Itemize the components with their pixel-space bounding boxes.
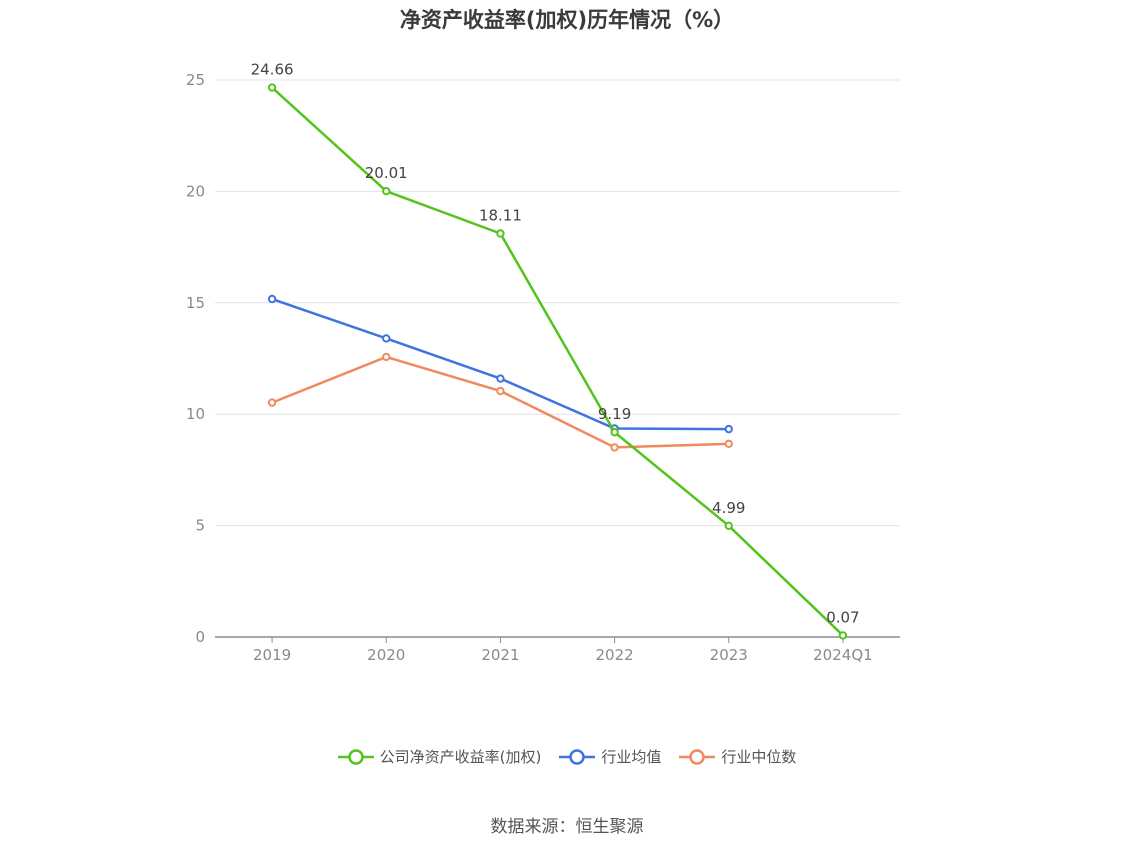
data-point	[496, 374, 505, 383]
legend: 公司净资产收益率(加权) 行业均值 行业中位数	[0, 746, 1134, 767]
x-tick-label: 2019	[253, 646, 291, 664]
y-tick-label: 5	[195, 517, 205, 535]
data-label: 0.07	[826, 608, 859, 626]
data-label: 4.99	[712, 499, 745, 517]
x-tick-label: 2021	[481, 646, 519, 664]
y-tick-label: 20	[186, 182, 205, 200]
y-tick-label: 25	[186, 71, 205, 89]
data-label: 20.01	[365, 164, 408, 182]
data-point	[267, 398, 277, 407]
data-point	[382, 352, 391, 362]
axes: 0 5 10 15 20 25 2019 2020 2021 2022 2023 2024Q1	[186, 71, 900, 664]
data-point	[267, 294, 277, 304]
data-point	[724, 439, 733, 449]
x-tick-label: 2020	[367, 646, 405, 664]
legend-label: 行业均值	[601, 748, 662, 766]
data-point	[496, 386, 505, 396]
series-line	[271, 86, 844, 637]
data-point	[610, 428, 619, 437]
data-label: 18.11	[479, 207, 522, 225]
source-note: 数据来源：恒生聚源	[490, 817, 644, 837]
data-label: 9.19	[598, 405, 631, 423]
legend-label: 行业中位数	[721, 748, 797, 766]
y-tick-label: 10	[186, 405, 205, 423]
data-point	[382, 186, 391, 196]
legend-label: 公司净资产收益率(加权)	[379, 748, 542, 766]
x-tick-label: 2023	[710, 646, 748, 664]
data-point	[838, 631, 848, 640]
y-tick-label: 0	[195, 628, 205, 646]
legend-swatch-icon	[559, 748, 596, 765]
data-labels: 24.66 20.01 18.11 9.19 4.99 0.07	[251, 61, 860, 627]
data-label: 24.66	[251, 61, 294, 79]
data-point	[496, 229, 505, 238]
series-lines	[267, 83, 848, 640]
series-line	[271, 297, 729, 431]
data-point	[610, 443, 619, 452]
data-point	[267, 83, 277, 92]
data-point	[382, 334, 391, 343]
legend-item[interactable]: 行业中位数	[679, 746, 796, 767]
legend-swatch-icon	[337, 748, 374, 765]
legend-swatch-icon	[679, 748, 716, 765]
x-tick-label: 2022	[595, 646, 633, 664]
data-point	[724, 424, 733, 434]
x-tick-label: 2024Q1	[813, 646, 873, 664]
data-point	[724, 521, 733, 531]
legend-item[interactable]: 公司净资产收益率(加权)	[337, 746, 542, 767]
y-tick-label: 15	[186, 294, 205, 312]
legend-item[interactable]: 行业均值	[559, 746, 661, 767]
grid-lines	[215, 79, 900, 527]
chart-title: 净资产收益率(加权)历年情况（%）	[399, 8, 735, 32]
series-line	[271, 355, 729, 449]
